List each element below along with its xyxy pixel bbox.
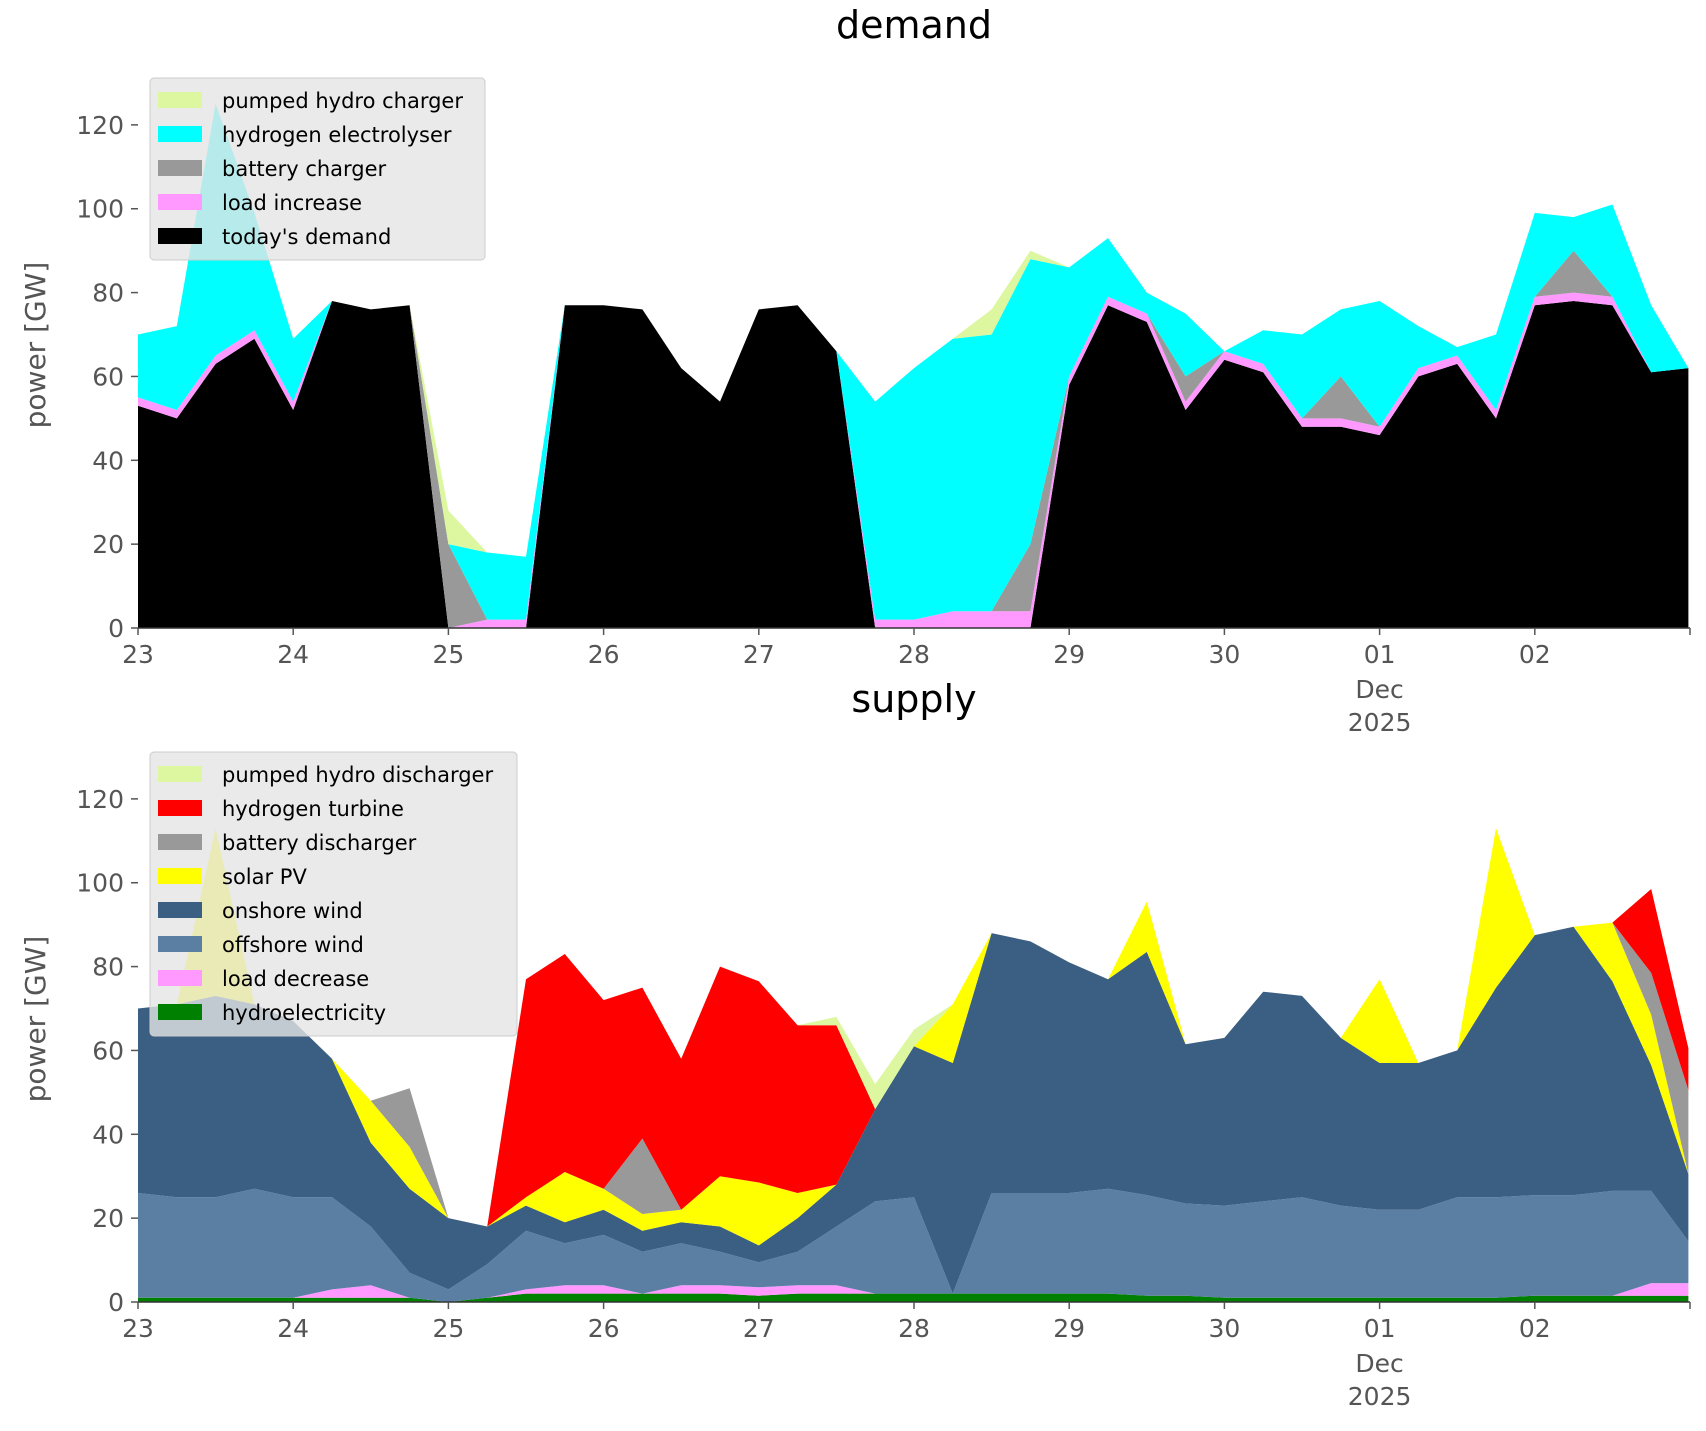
- y-tick-label: 0: [108, 614, 124, 643]
- x-tick-label: 27: [743, 640, 775, 669]
- y-tick-label: 60: [92, 362, 124, 391]
- legend-swatch: [158, 970, 202, 986]
- y-tick-label: 100: [76, 195, 124, 224]
- legend-label: battery charger: [222, 157, 387, 181]
- legend-label: hydroelectricity: [222, 1001, 386, 1025]
- x-tick-label: 29: [1053, 1314, 1085, 1343]
- x-tick-label: 30: [1208, 640, 1240, 669]
- legend-label: offshore wind: [222, 933, 364, 957]
- y-tick-label: 120: [76, 111, 124, 140]
- legend-label: hydrogen turbine: [222, 797, 404, 821]
- y-tick-label: 20: [92, 1204, 124, 1233]
- x-tick-label: 26: [588, 1314, 620, 1343]
- legend-label: battery discharger: [222, 831, 417, 855]
- x-tick-label: 29: [1053, 640, 1085, 669]
- legend-swatch: [158, 92, 202, 108]
- y-axis-label: power [GW]: [19, 262, 52, 429]
- legend-swatch: [158, 800, 202, 816]
- legend: pumped hydro charger hydrogen electrolyse…: [149, 77, 486, 261]
- legend-label: pumped hydro charger: [222, 89, 463, 113]
- legend-label: today's demand: [222, 225, 391, 249]
- chart-title: supply: [851, 677, 976, 721]
- y-axis-label: power [GW]: [19, 936, 52, 1103]
- x-tick-label: 26: [588, 640, 620, 669]
- y-tick-label: 40: [92, 446, 124, 475]
- x-tick-label: 01: [1364, 1314, 1396, 1343]
- legend-swatch: [158, 868, 202, 884]
- x-tick-label: 25: [432, 1314, 464, 1343]
- y-tick-label: 60: [92, 1036, 124, 1065]
- area-onshore-wind: [138, 926, 1689, 1294]
- area-hydroelectricity: [138, 1293, 1689, 1302]
- area-hydrogen-turbine: [138, 828, 1689, 1227]
- x-tick-label: 02: [1519, 640, 1551, 669]
- legend-label: load decrease: [222, 967, 369, 991]
- x-tick-label: 02: [1519, 1314, 1551, 1343]
- area-hydrogen-electrolyser: [138, 103, 1689, 620]
- x-tick-label: 28: [898, 1314, 930, 1343]
- legend-label: pumped hydro discharger: [222, 763, 493, 787]
- x-tick-label: 23: [122, 1314, 154, 1343]
- legend-swatch: [158, 902, 202, 918]
- y-tick-label: 80: [92, 279, 124, 308]
- y-tick-label: 80: [92, 953, 124, 982]
- x-tick-sublabel: 2025: [1348, 1382, 1412, 1411]
- legend-label: solar PV: [222, 865, 307, 889]
- y-tick-label: 120: [76, 785, 124, 814]
- legend-label: hydrogen electrolyser: [222, 123, 452, 147]
- legend-swatch: [158, 194, 202, 210]
- x-tick-label: 30: [1208, 1314, 1240, 1343]
- legend-box: [149, 77, 486, 261]
- legend-swatch: [158, 126, 202, 142]
- chart-title: demand: [836, 3, 992, 47]
- legend-swatch: [158, 936, 202, 952]
- legend-box: [149, 751, 518, 1037]
- y-tick-label: 0: [108, 1288, 124, 1317]
- x-tick-label: 27: [743, 1314, 775, 1343]
- x-tick-sublabel: Dec: [1355, 1349, 1403, 1378]
- legend: pumped hydro discharger hydrogen turbine b…: [149, 751, 518, 1037]
- y-tick-label: 20: [92, 530, 124, 559]
- legend-swatch: [158, 160, 202, 176]
- legend-label: load increase: [222, 191, 362, 215]
- x-tick-sublabel: Dec: [1355, 675, 1403, 704]
- y-tick-label: 40: [92, 1120, 124, 1149]
- x-tick-label: 28: [898, 640, 930, 669]
- x-tick-label: 01: [1364, 640, 1396, 669]
- legend-swatch: [158, 1004, 202, 1020]
- x-tick-label: 23: [122, 640, 154, 669]
- x-tick-label: 25: [432, 640, 464, 669]
- legend-label: onshore wind: [222, 899, 363, 923]
- legend-swatch: [158, 228, 202, 244]
- legend-swatch: [158, 766, 202, 782]
- x-tick-label: 24: [277, 640, 309, 669]
- legend-swatch: [158, 834, 202, 850]
- area-solar-pv: [138, 828, 1689, 1246]
- x-tick-sublabel: 2025: [1348, 708, 1412, 737]
- y-tick-label: 100: [76, 869, 124, 898]
- area-today-s-demand: [138, 301, 1689, 628]
- x-tick-label: 24: [277, 1314, 309, 1343]
- area-offshore-wind: [138, 1188, 1689, 1302]
